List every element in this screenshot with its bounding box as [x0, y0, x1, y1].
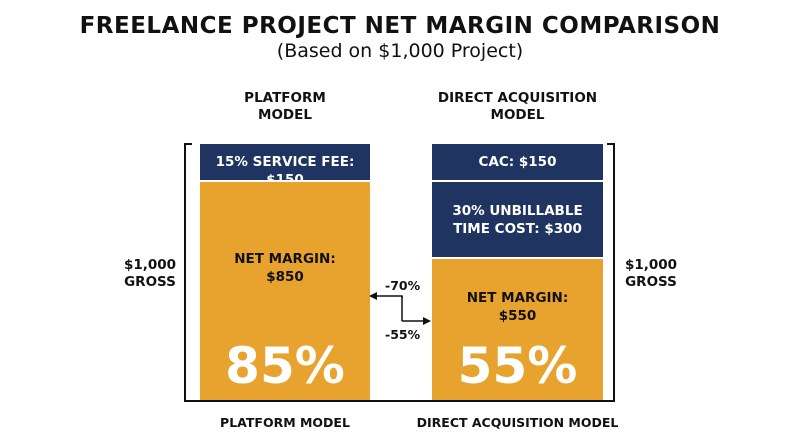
- chart-subtitle: (Based on $1,000 Project): [276, 40, 524, 62]
- bar-1-percent: 55%: [457, 337, 578, 395]
- arrow-right-head: [423, 317, 431, 325]
- arrow-left-head: [369, 292, 377, 300]
- bar-1-segment-2: NET MARGIN: $550 55%: [432, 259, 603, 400]
- bar-1-segment-2-label-line-0: NET MARGIN:: [466, 290, 569, 306]
- bar-0-segment-1-label-line-1: $850: [266, 269, 304, 285]
- category-label-direct: DIRECT ACQUISITION MODEL: [416, 415, 619, 430]
- bar-1-segment-0-label: CAC: $150: [432, 153, 603, 171]
- bar-1-segment-2-label: NET MARGIN: $550: [432, 289, 603, 325]
- gross-label-left-amount: $1,000: [123, 257, 177, 273]
- gross-label-left: $1,000 GROSS: [115, 257, 185, 291]
- column-header-platform: PLATFORM MODEL: [200, 90, 370, 124]
- chart-title: FREELANCE PROJECT NET MARGIN COMPARISON: [79, 13, 721, 39]
- column-header-platform-line2: MODEL: [258, 107, 312, 123]
- bar-1-segment-1-label-line-0: 30% UNBILLABLE: [452, 203, 583, 219]
- bar-platform-model: 15% SERVICE FEE: $150 NET MARGIN: $850 85%: [200, 144, 370, 400]
- column-header-direct-line1: DIRECT ACQUISITION: [437, 90, 598, 106]
- gross-label-right: $1,000 GROSS: [616, 257, 686, 291]
- bar-0-percent: 85%: [225, 337, 345, 395]
- bar-0-segment-1-label-line-0: NET MARGIN:: [234, 251, 336, 267]
- annotation-minus-70: -70%: [385, 278, 421, 293]
- column-header-platform-line1: PLATFORM: [244, 90, 326, 106]
- category-label-platform: PLATFORM MODEL: [220, 415, 350, 430]
- bracket-line: [184, 143, 615, 402]
- bar-0-segment-1: NET MARGIN: $850 85%: [200, 182, 370, 400]
- bar-0-segment-1-label: NET MARGIN: $850: [200, 250, 370, 286]
- bar-1-segment-1: 30% UNBILLABLE TIME COST: $300: [432, 182, 603, 257]
- bar-1-segment-0-label-line-0: CAC: $150: [478, 154, 557, 170]
- gross-label-right-amount: $1,000: [624, 257, 678, 273]
- column-header-direct-line2: MODEL: [490, 107, 545, 123]
- bar-1-segment-2-label-line-1: $550: [498, 308, 537, 324]
- annotation-minus-55: -55%: [385, 327, 421, 342]
- gross-label-left-word: GROSS: [124, 274, 176, 290]
- column-header-direct: DIRECT ACQUISITION MODEL: [410, 90, 625, 124]
- bar-0-segment-0: 15% SERVICE FEE: $150: [200, 144, 370, 188]
- bar-direct-acquisition-model: CAC: $150 30% UNBILLABLE TIME COST: $300 NE…: [432, 144, 603, 400]
- bar-1-segment-1-label-line-1: TIME COST: $300: [453, 221, 582, 237]
- bar-1-segment-1-label: 30% UNBILLABLE TIME COST: $300: [432, 202, 603, 238]
- bar-1-segment-0: CAC: $150: [432, 144, 603, 180]
- gross-label-right-word: GROSS: [625, 274, 677, 290]
